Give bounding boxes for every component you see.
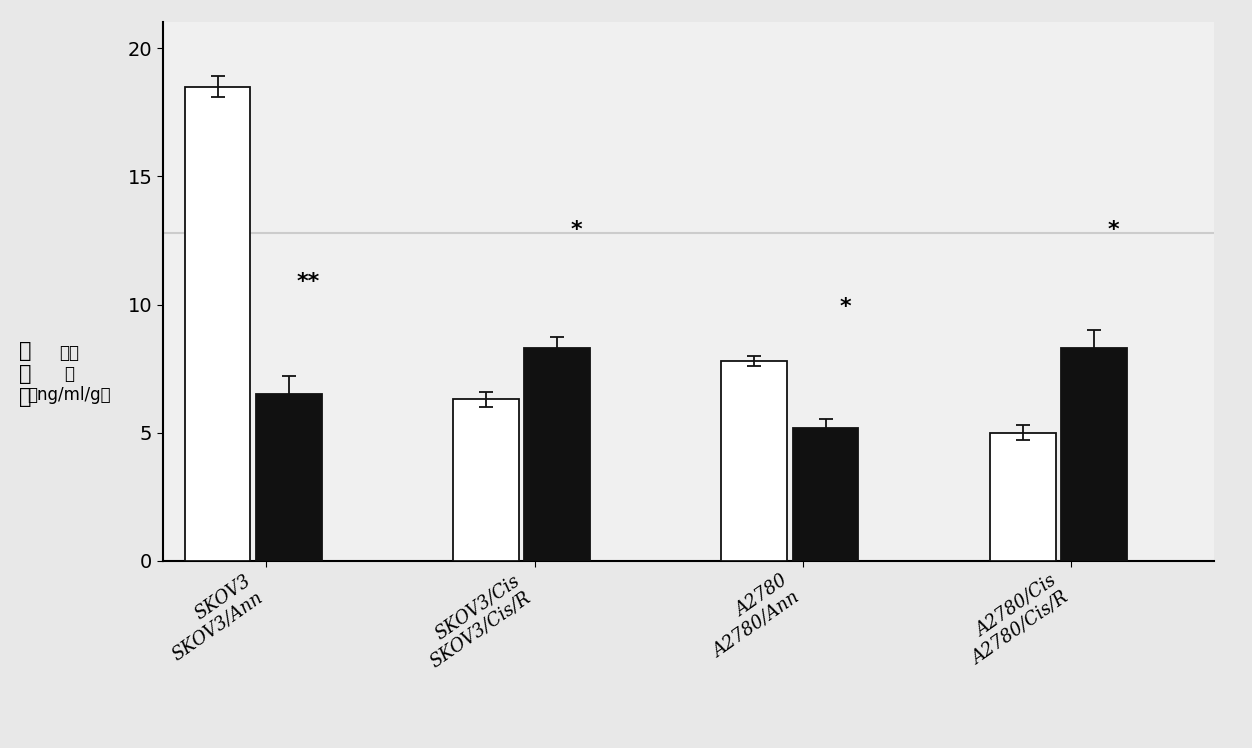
Bar [721, 361, 788, 561]
Bar [525, 348, 590, 561]
Bar [1062, 348, 1127, 561]
Bar [793, 428, 859, 561]
Bar [255, 394, 322, 561]
Bar [453, 399, 518, 561]
Text: **: ** [297, 272, 321, 292]
Bar [990, 433, 1055, 561]
Text: *: * [571, 221, 582, 240]
Text: 铂
浓
度: 铂 浓 度 [19, 341, 31, 407]
Bar [185, 87, 250, 561]
Text: *: * [1108, 221, 1119, 240]
Text: （蛋
白
（ng/ml/g）: （蛋 白 （ng/ml/g） [28, 344, 110, 404]
Text: *: * [839, 298, 851, 317]
